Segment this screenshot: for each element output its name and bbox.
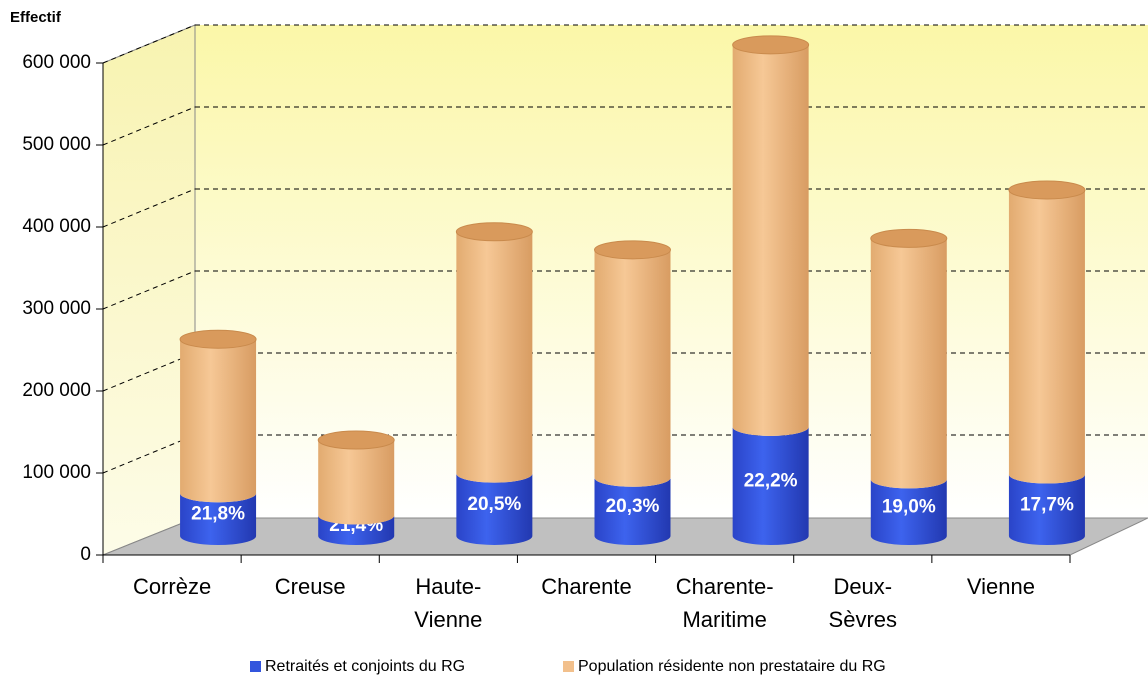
x-tick-label: Corrèze — [133, 574, 211, 599]
grid-line — [102, 352, 196, 392]
grid-line — [102, 270, 196, 310]
legend-swatch — [563, 661, 574, 672]
y-tick-label: 0 — [80, 544, 91, 565]
x-tick-label: Creuse — [275, 574, 346, 599]
y-axis-label: Effectif — [10, 9, 62, 26]
cylinder-top — [732, 35, 810, 55]
grid-line — [102, 106, 196, 146]
x-tick-label: Haute-Vienne — [414, 574, 482, 632]
percent-label: 17,7% — [1020, 494, 1074, 515]
x-tick-label: Charente-Maritime — [676, 574, 774, 632]
legend-label: Retraités et conjoints du RG — [265, 658, 465, 675]
y-tick-label: 200 000 — [22, 380, 91, 401]
y-tick-label: 100 000 — [22, 462, 91, 483]
cylinder-segment — [594, 249, 671, 487]
grid-line — [102, 188, 196, 228]
cylinder-segment — [318, 440, 395, 525]
x-tick-label: Vienne — [967, 574, 1035, 599]
cylinder-top — [179, 329, 257, 349]
cylinder-segment — [318, 515, 395, 545]
cylinder-segment — [1008, 474, 1085, 545]
y-tick-label: 500 000 — [22, 134, 91, 155]
y-tick-label: 600 000 — [22, 52, 91, 73]
percent-label: 19,0% — [882, 497, 936, 518]
percent-label: 20,3% — [606, 496, 660, 517]
grid-line — [102, 24, 196, 64]
percent-label: 21,8% — [191, 504, 245, 525]
cylinder-segment — [732, 426, 809, 545]
grid-line — [102, 434, 196, 474]
cylinder-segment — [732, 44, 809, 436]
cylinder-segment — [594, 477, 671, 545]
cylinder-segment — [180, 493, 257, 545]
percent-label: 20,5% — [467, 494, 521, 515]
cylinder-top — [1008, 180, 1086, 200]
cylinder-segment — [456, 231, 533, 483]
cylinder-top — [317, 430, 395, 450]
cylinder-segment — [870, 238, 947, 489]
cylinder-top — [870, 228, 948, 248]
legend-label: Population résidente non prestataire du … — [578, 658, 886, 675]
percent-label: 22,2% — [744, 470, 798, 491]
cylinder-top — [594, 240, 671, 260]
y-tick-label: 400 000 — [22, 216, 91, 237]
legend-swatch — [250, 661, 261, 672]
x-tick-label: Deux-Sèvres — [829, 574, 897, 632]
cylinder-top — [455, 222, 533, 242]
cylinder-segment — [180, 339, 257, 503]
y-tick-label: 300 000 — [22, 298, 91, 319]
x-tick-label: Charente — [541, 574, 632, 599]
cylinder-segment — [870, 479, 947, 545]
cylinder-segment — [456, 473, 533, 545]
cylinder-segment — [1008, 189, 1085, 484]
